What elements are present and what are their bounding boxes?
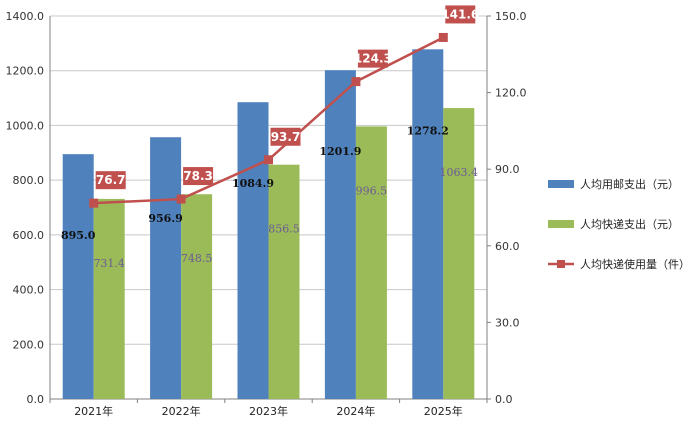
x-tick-label: 2024年 bbox=[336, 404, 375, 418]
line-value-label: 124.3 bbox=[354, 52, 392, 66]
bars bbox=[62, 49, 475, 400]
bar-value-label: 1063.4 bbox=[440, 166, 479, 179]
legend-swatch-marker bbox=[557, 260, 565, 268]
line-point bbox=[351, 77, 361, 87]
bar-postal-spending bbox=[62, 154, 94, 399]
y-tick-label: 1200.0 bbox=[6, 65, 45, 78]
bar-postal-spending bbox=[237, 102, 269, 399]
y-tick-label: 0.0 bbox=[27, 393, 45, 406]
x-tick-label: 2025年 bbox=[424, 404, 463, 418]
bar-express-spending bbox=[355, 126, 387, 399]
line-value-label: 78.3 bbox=[183, 169, 213, 183]
line-point bbox=[438, 32, 448, 42]
line-point bbox=[89, 198, 99, 208]
line-value-label: 76.7 bbox=[96, 173, 126, 187]
y-tick-label: 800.0 bbox=[13, 174, 45, 187]
line-value-label-box bbox=[95, 171, 126, 190]
bar-postal-spending bbox=[324, 70, 356, 399]
axes: 0.0 200.0 400.0 600.0 800.0 1000.0 1200.0 1400.… bbox=[6, 10, 527, 418]
y2-tick-label: 0.0 bbox=[495, 393, 513, 406]
y-tick-label: 1000.0 bbox=[6, 119, 45, 132]
line-value-label-box bbox=[357, 49, 388, 68]
bar-value-label: 1201.9 bbox=[319, 145, 361, 158]
x-tick-label: 2022年 bbox=[162, 404, 201, 418]
line-value-label-box bbox=[270, 127, 301, 146]
y-tick-label: 200.0 bbox=[13, 338, 45, 351]
bar-postal-spending bbox=[150, 137, 182, 400]
y2-tick-label: 150.0 bbox=[495, 10, 527, 23]
y-tick-label: 1400.0 bbox=[6, 10, 45, 23]
bar-value-label: 956.9 bbox=[148, 212, 182, 225]
line-value-label: 141.6 bbox=[441, 7, 479, 21]
y2-tick-label: 30.0 bbox=[495, 316, 520, 329]
y2-tick-label: 120.0 bbox=[495, 87, 527, 100]
y2-tick-label: 60.0 bbox=[495, 240, 520, 253]
line-point bbox=[176, 194, 186, 204]
legend: 人均用邮支出（元） 人均快递支出（元） 人均快递使用量（件） bbox=[548, 177, 690, 271]
legend-label: 人均用邮支出（元） bbox=[580, 177, 679, 191]
line-point bbox=[264, 155, 273, 165]
bar-express-spending bbox=[268, 164, 300, 399]
bar-express-spending bbox=[93, 198, 125, 399]
y-tick-label: 600.0 bbox=[13, 229, 45, 242]
bar-value-label: 856.5 bbox=[268, 223, 300, 236]
bar-value-label: 1278.2 bbox=[407, 124, 449, 137]
bar-value-label: 1084.9 bbox=[232, 177, 274, 190]
bar-express-spending bbox=[443, 108, 475, 400]
bar-value-label: 731.4 bbox=[93, 257, 125, 270]
legend-swatch bbox=[548, 180, 574, 188]
data-labels: 895.0 956.9 1084.9 1201.9 1278.2 731.4 748.5 85… bbox=[61, 5, 479, 270]
bar-value-label: 748.5 bbox=[181, 252, 213, 265]
line-value-label-box bbox=[445, 5, 476, 24]
bar-express-spending bbox=[181, 194, 213, 399]
y-tick-label: 400.0 bbox=[13, 284, 45, 297]
y2-tick-label: 90.0 bbox=[495, 163, 520, 176]
bar-value-label: 895.0 bbox=[61, 229, 96, 242]
x-tick-label: 2023年 bbox=[249, 404, 288, 418]
legend-label: 人均快递使用量（件） bbox=[580, 257, 690, 271]
line-value-label-box bbox=[183, 167, 214, 186]
legend-swatch bbox=[548, 220, 574, 228]
bar-postal-spending bbox=[412, 49, 444, 400]
legend-label: 人均快递支出（元） bbox=[580, 217, 679, 231]
x-tick-label: 2021年 bbox=[74, 404, 113, 418]
line-value-label: 93.7 bbox=[271, 130, 301, 144]
bar-value-label: 996.5 bbox=[356, 184, 388, 197]
